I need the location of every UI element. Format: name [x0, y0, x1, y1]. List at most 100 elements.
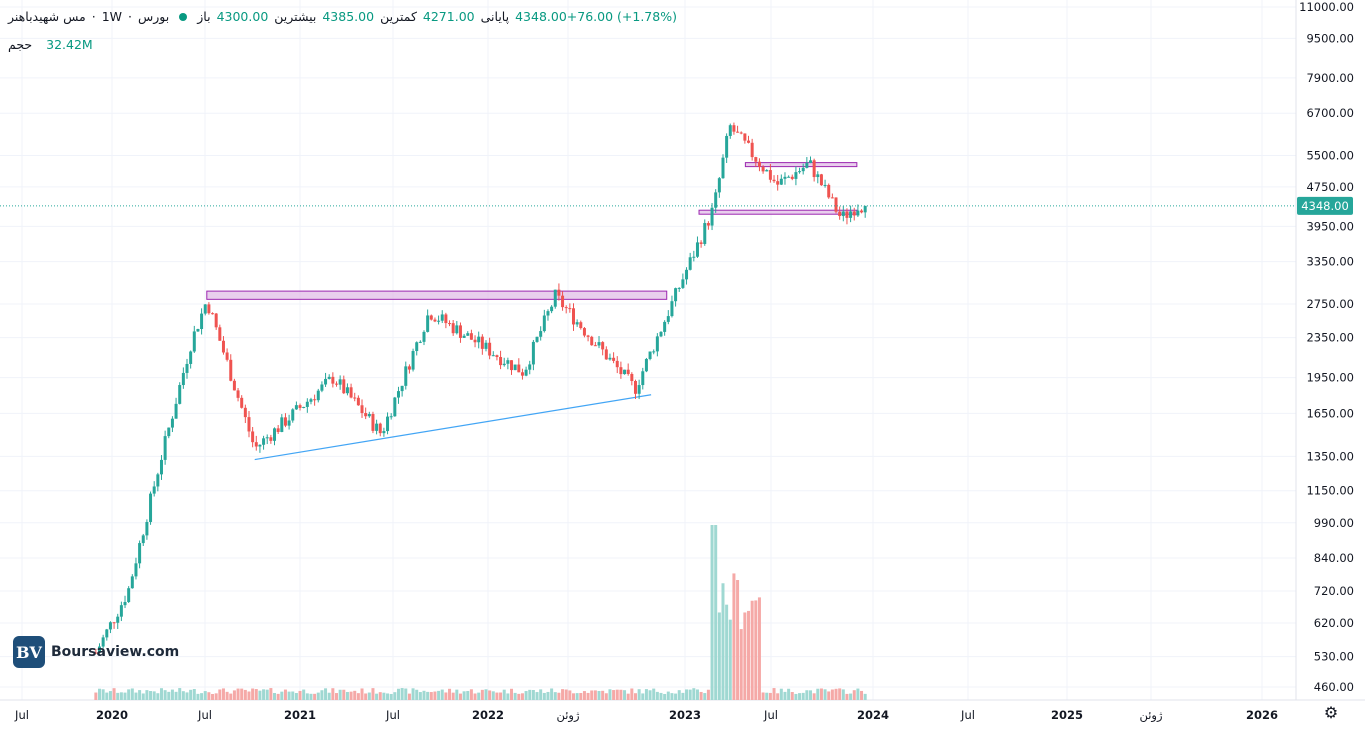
y-tick-label: 6700.00	[1306, 106, 1354, 120]
volume-bar	[601, 690, 605, 700]
volume-bar	[458, 693, 462, 700]
interval-label[interactable]: 1W	[101, 9, 123, 24]
volume-bar	[415, 689, 419, 700]
candle-body	[779, 178, 783, 185]
resistance-zone	[206, 290, 668, 300]
candle-body	[688, 257, 692, 270]
candle-body	[294, 405, 298, 410]
volume-bar	[466, 691, 470, 700]
volume-bar	[539, 689, 543, 700]
logo-icon: BV	[13, 636, 45, 668]
volume-bar	[586, 692, 590, 700]
candle-body	[743, 133, 747, 141]
volume-bar	[345, 691, 349, 700]
candle-body	[550, 306, 554, 312]
volume-bar	[849, 693, 853, 700]
volume-bar	[535, 692, 539, 700]
candle-body	[626, 369, 630, 374]
candle-body	[860, 210, 864, 213]
volume-bar	[561, 689, 565, 700]
volume-bar	[138, 690, 142, 700]
candle-body	[491, 355, 495, 357]
volume-bar	[407, 693, 411, 700]
volume-bar	[429, 692, 433, 700]
volume-bar	[743, 612, 747, 700]
volume-bar	[181, 691, 185, 700]
volume-bar	[619, 689, 623, 700]
volume-bar	[243, 689, 247, 700]
volume-label: حجم	[8, 37, 33, 52]
candle-body	[415, 342, 419, 352]
candle-body	[528, 364, 532, 370]
candle-body	[232, 380, 236, 391]
volume-bar	[575, 693, 579, 700]
candle-body	[291, 409, 295, 421]
last-price-label: 4348.00	[1301, 199, 1349, 213]
candle-body	[652, 351, 656, 353]
candle-body	[130, 576, 134, 589]
y-tick-label: 3950.00	[1306, 219, 1354, 233]
close-value: 4348.00+76.00 (+1.78%)	[515, 9, 677, 24]
volume-bar	[433, 691, 437, 700]
volume-bar	[97, 688, 101, 700]
volume-bar	[659, 692, 663, 700]
candle-body	[531, 341, 535, 365]
candle-body	[437, 320, 441, 322]
candle-body	[783, 176, 787, 179]
volume-bar	[553, 692, 557, 700]
volume-bar	[732, 573, 736, 700]
volume-bar	[283, 689, 287, 700]
volume-bar	[714, 525, 718, 700]
volume-bar	[681, 692, 685, 700]
candle-body	[276, 428, 280, 432]
open-label: باز	[197, 9, 211, 24]
candle-body	[495, 355, 499, 357]
volume-bar	[367, 692, 371, 700]
resistance-zone	[744, 162, 858, 168]
candle-body	[772, 179, 776, 182]
brand-logo[interactable]: BV Boursaview.com	[13, 636, 179, 668]
candle-body	[269, 437, 273, 441]
x-tick-label: 2020	[96, 708, 128, 722]
volume-bar	[524, 691, 528, 700]
candle-body	[765, 170, 769, 172]
candle-body	[94, 652, 98, 654]
candle-body	[593, 345, 597, 347]
candle-body	[97, 646, 101, 653]
candle-body	[502, 363, 506, 366]
y-tick-label: 2350.00	[1306, 331, 1354, 345]
y-tick-label: 4750.00	[1306, 180, 1354, 194]
x-tick-label: Jul	[763, 708, 778, 722]
volume-bar	[852, 690, 856, 700]
volume-bar	[112, 688, 116, 700]
volume-bar	[557, 692, 561, 700]
candle-body	[243, 407, 247, 418]
volume-bar	[739, 629, 743, 700]
volume-bar	[200, 693, 204, 700]
volume-bar	[174, 691, 178, 700]
candle-body	[579, 322, 583, 329]
candle-body	[108, 622, 112, 630]
volume-bar	[196, 693, 200, 700]
candle-body	[648, 351, 652, 359]
candle-body	[211, 313, 215, 315]
candle-body	[338, 379, 342, 385]
volume-bar	[699, 691, 703, 700]
resistance-zone	[698, 209, 858, 215]
volume-bar	[418, 692, 422, 700]
candle-body	[178, 385, 182, 404]
y-tick-label: 3350.00	[1306, 255, 1354, 269]
volume-bar	[316, 692, 320, 700]
candle-body	[400, 385, 404, 392]
volume-bar	[145, 690, 149, 700]
volume-bar	[685, 689, 689, 700]
candle-body	[382, 431, 386, 434]
candle-body	[575, 322, 579, 325]
gear-icon[interactable]: ⚙	[1323, 703, 1339, 722]
candle-body	[586, 335, 590, 337]
candle-body	[393, 397, 397, 417]
candle-body	[623, 369, 627, 375]
symbol-name[interactable]: مس شهیدباهنر	[8, 9, 86, 24]
candle-body	[692, 256, 696, 258]
